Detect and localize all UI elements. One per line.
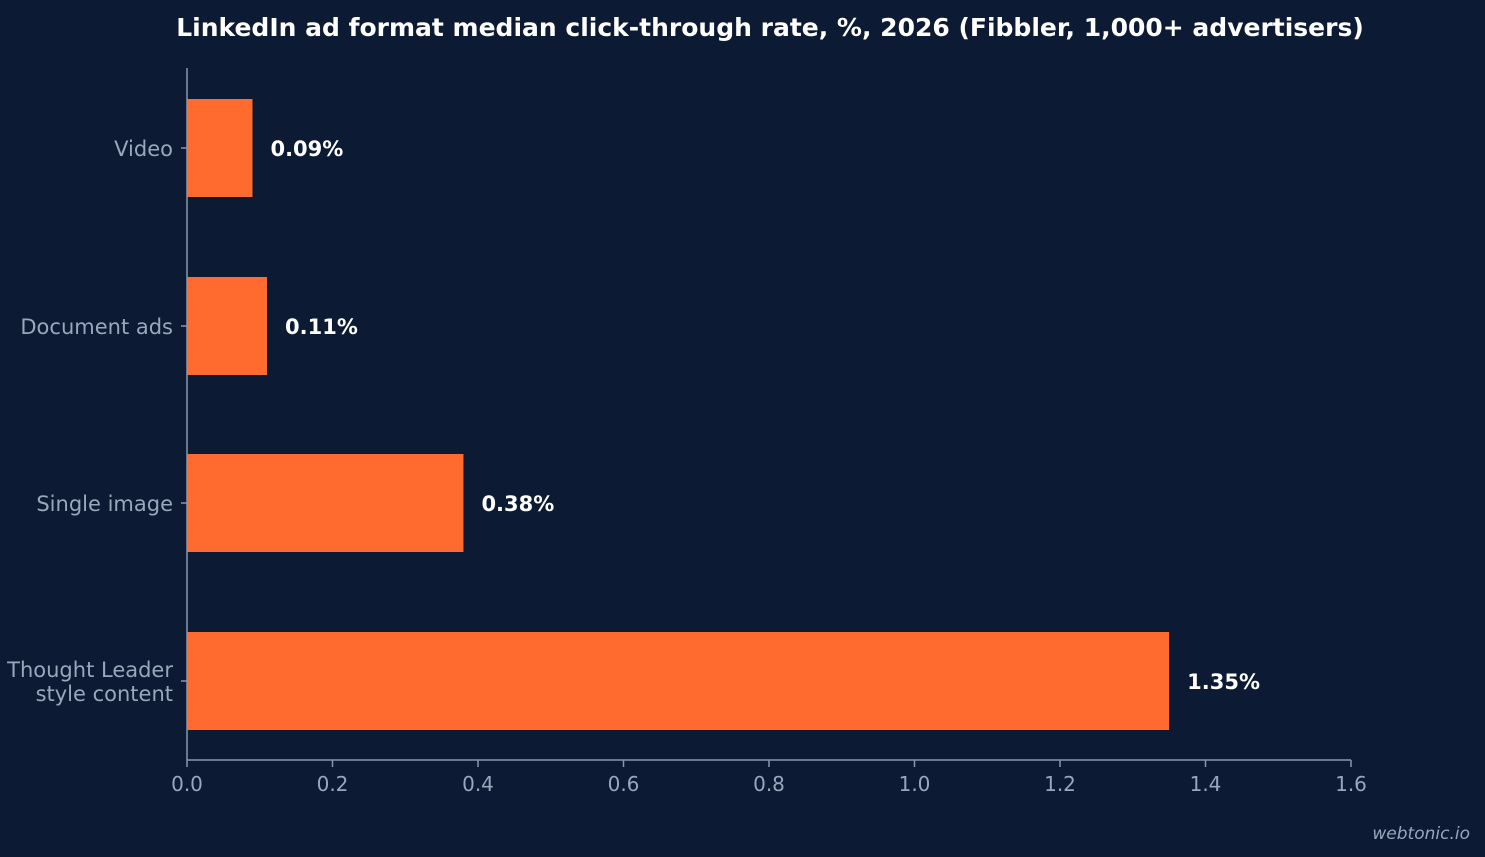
- x-tick-label-2: 0.4: [462, 772, 494, 796]
- x-tick-label-3: 0.6: [608, 772, 640, 796]
- x-tick-label-0: 0.0: [171, 772, 203, 796]
- bar-0: [187, 99, 253, 197]
- category-label-line: style content: [36, 682, 173, 706]
- x-tick-label-8: 1.6: [1335, 772, 1367, 796]
- data-label-0: 0.09%: [270, 137, 343, 161]
- x-tick-label-7: 1.4: [1190, 772, 1222, 796]
- category-label-line: Document ads: [20, 315, 173, 339]
- category-label-2: Single image: [36, 492, 173, 516]
- bar-2: [187, 454, 464, 552]
- category-label-0: Video: [114, 137, 173, 161]
- data-label-2: 0.38%: [481, 492, 554, 516]
- axes-layer: Video Document ads Single image Thought Lea…: [6, 68, 1367, 796]
- category-label-3: Thought Leader style content: [6, 658, 173, 706]
- x-tick-label-5: 1.0: [899, 772, 931, 796]
- x-tick-label-6: 1.2: [1044, 772, 1076, 796]
- watermark: webtonic.io: [1372, 824, 1470, 844]
- bar-3: [187, 632, 1170, 730]
- category-label-line: Video: [114, 137, 173, 161]
- data-label-3: 1.35%: [1187, 670, 1260, 694]
- x-tick-label-4: 0.8: [753, 772, 785, 796]
- category-label-line: Thought Leader: [6, 658, 173, 682]
- bar-1: [187, 277, 268, 375]
- category-label-line: Single image: [36, 492, 173, 516]
- category-label-1: Document ads: [20, 315, 173, 339]
- data-label-1: 0.11%: [285, 315, 358, 339]
- bars-layer: 0.09% 0.11% 0.38% 1.35%: [187, 99, 1260, 730]
- chart-title: LinkedIn ad format median click-through …: [176, 13, 1364, 42]
- x-tick-label-1: 0.2: [317, 772, 349, 796]
